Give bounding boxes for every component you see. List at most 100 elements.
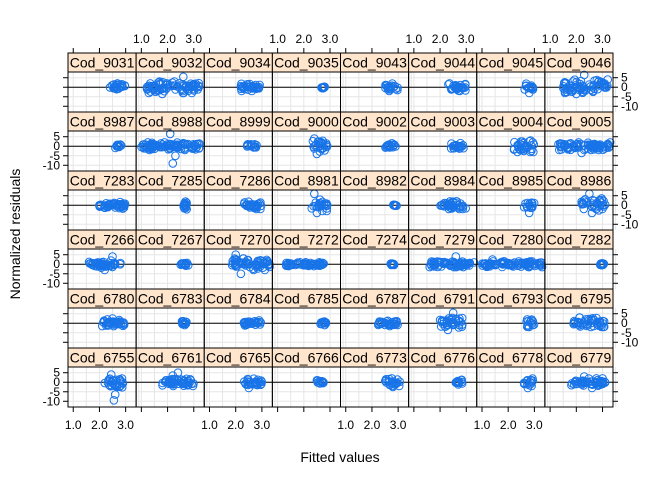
panel-strip [136, 348, 205, 367]
panel-label: Cod_9005 [547, 114, 612, 130]
panel-cod-8999: Cod_8999 [203, 111, 276, 172]
data-point [168, 371, 178, 380]
panel-cod-8987: Cod_8987 [67, 111, 140, 172]
y-tick-label: -10 [43, 158, 61, 172]
panel-label: Cod_9043 [342, 55, 407, 71]
data-point [566, 139, 575, 148]
y-tick-label: -10 [621, 217, 639, 231]
y-tick-label: 5 [621, 71, 628, 85]
data-point [231, 250, 240, 259]
data-point [144, 88, 154, 98]
data-point [241, 200, 251, 210]
data-point [510, 137, 519, 147]
data-point [579, 70, 589, 80]
panel-strip [272, 289, 341, 308]
panel-strip [272, 230, 341, 249]
panel-strip [544, 289, 613, 308]
panel-strip [544, 112, 613, 131]
panel-cod-8988: Cod_8988 [135, 111, 208, 172]
data-point [588, 86, 598, 96]
data-point [256, 198, 265, 207]
data-point [560, 79, 569, 88]
data-point [188, 80, 198, 89]
panel-label: Cod_9004 [479, 114, 544, 130]
panel-cod-6780: Cod_6780 [67, 288, 140, 349]
data-point [455, 202, 465, 212]
data-point [523, 320, 533, 330]
panel-cod-7272: Cod_7272 [271, 229, 344, 290]
data-point [523, 383, 533, 393]
panel-strip [68, 230, 137, 249]
data-point [600, 144, 610, 153]
panel-strip [340, 112, 409, 131]
data-point [526, 82, 536, 92]
y-tick-label: -10 [43, 394, 61, 408]
panel-label: Cod_7286 [206, 173, 271, 189]
panel-strip [136, 112, 205, 131]
data-point [99, 318, 108, 327]
data-point [168, 159, 178, 168]
data-point [381, 376, 390, 386]
data-point [443, 320, 452, 330]
data-point [439, 200, 449, 209]
data-point [524, 259, 534, 269]
panel-label: Cod_8981 [274, 173, 339, 189]
data-point [393, 83, 402, 92]
panel-label: Cod_6791 [410, 291, 475, 307]
panel-strip [476, 230, 545, 249]
panel-strip [340, 348, 409, 367]
data-point [321, 318, 331, 327]
data-point [584, 144, 593, 153]
x-tick-label: 1.0 [201, 418, 218, 432]
panel-strip [340, 230, 409, 249]
panel-label: Cod_6785 [274, 291, 339, 307]
data-point [598, 204, 607, 214]
data-point [391, 142, 400, 151]
panel-cod-9003: Cod_9003 [408, 111, 480, 172]
panel-label: Cod_9044 [410, 55, 475, 71]
data-point [315, 378, 324, 387]
panel-strip [408, 230, 477, 249]
x-tick-label: 2.0 [159, 32, 176, 46]
panel-cod-7282: Cod_7282 [544, 229, 617, 290]
panel-cod-7270: Cod_7270 [203, 229, 276, 290]
data-point [112, 142, 122, 151]
data-point [524, 322, 534, 332]
panel-cod-8985: Cod_8985 [476, 170, 548, 231]
data-point [180, 198, 189, 208]
data-point [167, 378, 176, 387]
data-point [452, 82, 461, 92]
panel-cod-6787: Cod_6787 [340, 288, 412, 349]
data-point [281, 260, 291, 270]
data-point [249, 83, 258, 93]
panel-label: Cod_7279 [410, 232, 475, 248]
data-point [301, 258, 311, 267]
axes-layer: 1.0 2.0 3.0 1.0 2.0 3.0 1.0 2.0 3.0 1.0 2.0 3.0 1.0 2… [43, 32, 639, 432]
data-point [111, 375, 121, 385]
data-point [194, 143, 204, 153]
panel-label: Cod_7272 [274, 232, 339, 248]
panel-cod-8982: Cod_8982 [340, 170, 412, 231]
data-point [560, 88, 570, 98]
data-point [386, 82, 396, 92]
panel-strip [68, 348, 137, 367]
data-point [252, 140, 261, 150]
panel-cod-7267: Cod_7267 [135, 229, 208, 290]
data-point [587, 85, 596, 94]
panel-strip [544, 53, 613, 72]
data-point [580, 195, 590, 204]
panel-cod-6773: Cod_6773 [340, 347, 412, 408]
data-point [115, 201, 125, 211]
data-point [596, 198, 605, 207]
data-point [103, 200, 112, 210]
data-point [173, 368, 183, 378]
panel-cod-8981: Cod_8981 [271, 170, 344, 231]
data-point [240, 318, 250, 328]
panel-label: Cod_9032 [138, 55, 203, 71]
data-point [100, 378, 110, 388]
panel-strip [136, 230, 205, 249]
panel-strip [204, 112, 273, 131]
data-point [106, 370, 116, 379]
data-point [180, 143, 189, 152]
panel-cod-6791: Cod_6791 [408, 288, 480, 349]
